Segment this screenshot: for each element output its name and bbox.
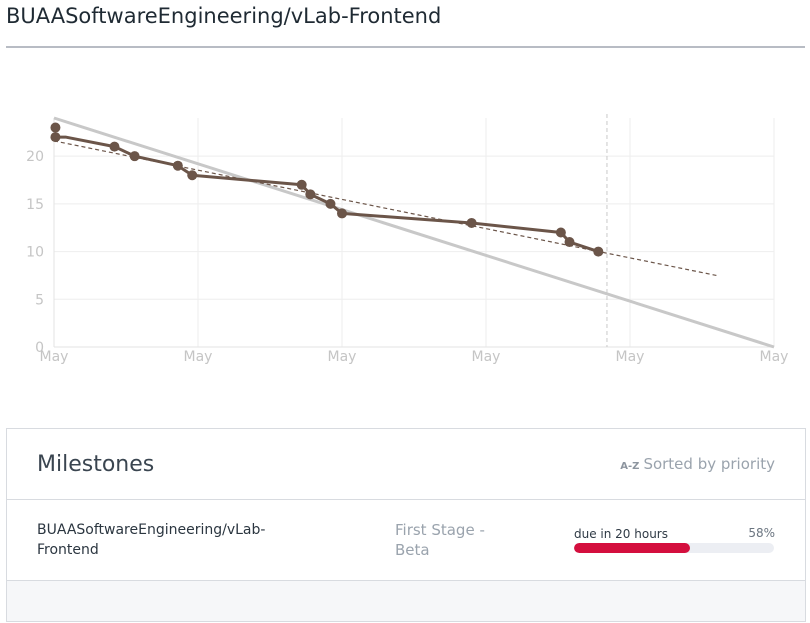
data-point	[109, 141, 120, 152]
y-tick-label: 20	[26, 149, 44, 165]
data-point	[296, 179, 307, 190]
panel-footer	[7, 581, 805, 621]
x-tick-label: May	[616, 349, 645, 365]
progress-bar	[574, 543, 774, 553]
y-tick-label: 5	[35, 292, 44, 308]
data-point	[593, 246, 604, 257]
milestones-panel: Milestones A-Z Sorted by priority BUAASof…	[6, 428, 806, 622]
milestone-due: due in 20 hours	[574, 527, 668, 541]
milestone-name[interactable]: First Stage - Beta	[395, 521, 485, 559]
x-tick-label: May	[328, 349, 357, 365]
milestone-percent: 58%	[748, 526, 775, 540]
data-point	[466, 217, 477, 228]
x-tick-label: May	[472, 349, 501, 365]
ideal-burndown-line	[53, 116, 775, 349]
data-point	[187, 170, 198, 181]
x-tick-label: May	[760, 349, 789, 365]
sort-label: Sorted by priority	[643, 455, 775, 473]
data-point	[172, 160, 183, 171]
data-point	[564, 237, 575, 248]
burndown-chart: 0 5 10 15 20 May May May May May May	[26, 114, 789, 365]
page-title: BUAASoftwareEngineering/vLab-Frontend	[6, 4, 442, 28]
data-point	[129, 151, 140, 162]
data-point	[555, 227, 566, 238]
data-point	[50, 132, 61, 143]
x-tick-label: May	[40, 349, 69, 365]
data-point	[305, 189, 316, 200]
data-point	[50, 122, 61, 133]
milestones-title: Milestones	[37, 452, 155, 477]
y-tick-label: 10	[26, 245, 44, 261]
x-tick-label: May	[184, 349, 213, 365]
y-tick-label: 15	[26, 197, 44, 213]
sort-az-icon: A-Z	[620, 461, 640, 472]
progress-bar-fill	[574, 543, 690, 553]
data-point	[325, 198, 336, 209]
milestone-repo[interactable]: BUAASoftwareEngineering/vLab-Frontend	[37, 522, 266, 558]
milestone-row[interactable]: BUAASoftwareEngineering/vLab-Frontend Fi…	[7, 500, 805, 581]
milestones-header: Milestones A-Z Sorted by priority	[7, 429, 805, 500]
data-point	[337, 208, 347, 219]
y-tick-label: 0	[35, 340, 44, 356]
page-header: BUAASoftwareEngineering/vLab-Frontend	[6, 0, 805, 48]
sort-control[interactable]: A-Z Sorted by priority	[620, 455, 775, 473]
